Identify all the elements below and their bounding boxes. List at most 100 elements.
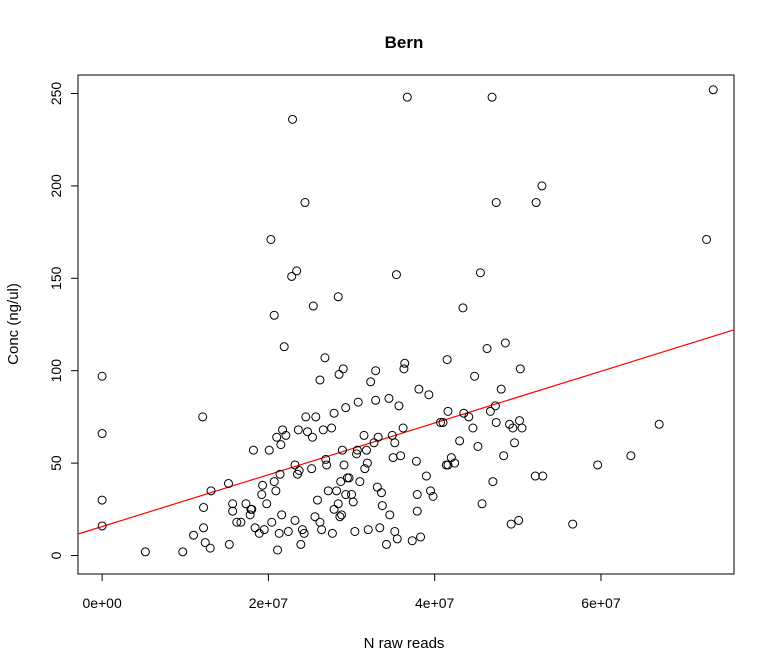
data-point [318, 425, 328, 435]
data-point [262, 499, 272, 509]
data-point [275, 469, 285, 479]
x-axis: 0e+00 2e+07 4e+07 6e+07 [82, 573, 621, 611]
x-axis-label: N raw reads [364, 635, 445, 652]
data-point [266, 234, 276, 244]
y-tick-label: 200 [48, 174, 64, 198]
data-point [352, 449, 362, 459]
data-point [473, 441, 483, 451]
data-point [198, 412, 208, 422]
data-point [323, 486, 333, 496]
data-point [308, 301, 318, 311]
data-point [348, 497, 358, 507]
data-point [371, 395, 381, 405]
data-point [654, 419, 664, 429]
data-point [350, 526, 360, 536]
data-point [299, 528, 309, 538]
data-point [97, 495, 107, 505]
data-point [315, 517, 325, 527]
data-point [329, 504, 339, 514]
data-point [97, 371, 107, 381]
x-tick-label: 6e+07 [581, 595, 621, 611]
data-point [363, 525, 373, 535]
data-point [269, 310, 279, 320]
data-point [294, 466, 304, 476]
data-point [341, 403, 351, 413]
data-point [311, 412, 321, 422]
data-point [279, 342, 289, 352]
data-point [307, 432, 317, 442]
data-point [362, 445, 372, 455]
data-point [517, 423, 527, 433]
data-point [228, 499, 238, 509]
data-point [394, 401, 404, 411]
data-point [228, 506, 238, 516]
data-point [373, 432, 383, 442]
data-point [388, 453, 398, 463]
data-point [414, 384, 424, 394]
data-point [290, 460, 300, 470]
data-point [338, 364, 348, 374]
data-point [708, 85, 718, 95]
data-point [292, 266, 302, 276]
data-point [264, 445, 274, 455]
data-point [402, 92, 412, 102]
data-point [290, 515, 300, 525]
data-point [443, 406, 453, 416]
data-point [333, 292, 343, 302]
data-point [514, 515, 524, 525]
data-point [438, 417, 448, 427]
data-point [396, 451, 406, 461]
data-point [352, 445, 362, 455]
data-point [702, 234, 712, 244]
y-tick-label: 50 [48, 455, 64, 471]
x-tick-label: 0e+00 [82, 595, 122, 611]
data-point [189, 530, 199, 540]
data-point [491, 198, 501, 208]
data-point [371, 366, 381, 376]
data-point [301, 412, 311, 422]
y-axis: 0 50 100 150 200 250 [48, 82, 79, 559]
y-tick-label: 100 [48, 359, 64, 383]
data-point [232, 517, 242, 527]
y-tick-label: 0 [48, 551, 64, 559]
data-point [300, 198, 310, 208]
data-point [508, 423, 518, 433]
data-point [287, 271, 297, 281]
data-point [499, 451, 509, 461]
data-point [337, 510, 347, 520]
data-point [436, 417, 446, 427]
data-point [593, 460, 603, 470]
data-point [347, 490, 357, 500]
data-point [359, 430, 369, 440]
data-point [140, 547, 150, 557]
data-point [366, 377, 376, 387]
data-point [443, 460, 453, 470]
data-point [327, 423, 337, 433]
data-point [375, 523, 385, 533]
data-point [336, 477, 346, 487]
data-point [267, 517, 277, 527]
data-point [487, 92, 497, 102]
data-point [281, 430, 291, 440]
data-point [341, 490, 351, 500]
data-point [315, 375, 325, 385]
data-point [468, 423, 478, 433]
data-point [426, 486, 436, 496]
data-point [302, 427, 312, 437]
y-axis-label: Conc (ng/ul) [5, 283, 22, 365]
data-point [327, 528, 337, 538]
data-point [399, 364, 409, 374]
data-point [412, 490, 422, 500]
data-point [376, 488, 386, 498]
data-point [450, 458, 460, 468]
data-point [321, 454, 331, 464]
data-point [377, 501, 387, 511]
data-point [272, 432, 282, 442]
data-point [259, 525, 269, 535]
data-point [372, 482, 382, 492]
plot-frame [77, 74, 735, 575]
data-point [322, 460, 332, 470]
data-point [626, 451, 636, 461]
data-point [360, 464, 370, 474]
